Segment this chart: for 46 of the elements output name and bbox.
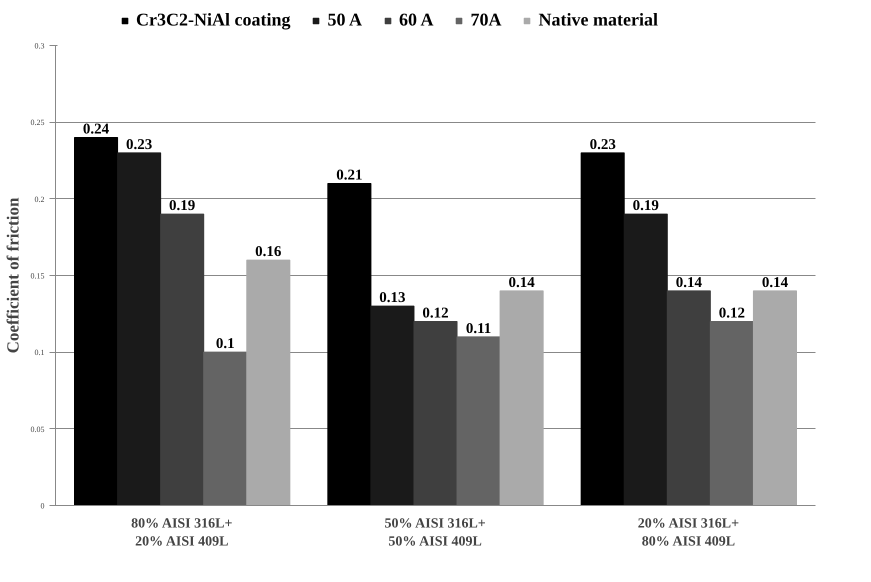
legend-label: 70A: [470, 10, 502, 30]
legend-label: 60 A: [399, 10, 434, 30]
x-tick-label: 20% AISI 316L+ 80% AISI 409L: [638, 516, 740, 550]
bar: [74, 137, 118, 506]
data-label: 0.11: [466, 320, 492, 337]
bar: [500, 290, 544, 506]
bar: [752, 290, 797, 506]
x-tick-label: 80% AISI 316L+ 20% AISI 409L: [131, 516, 232, 550]
y-axis-title: Coefficient of friction: [4, 197, 22, 354]
data-label: 0.23: [126, 136, 152, 153]
data-label: 0.13: [379, 290, 406, 306]
y-tick-label: 0.1: [34, 348, 44, 358]
data-label: 0.24: [82, 122, 110, 138]
data-label: 0.12: [718, 306, 746, 322]
legend-label: Cr3C2-NiAl coating: [136, 10, 290, 30]
data-label: 0.14: [676, 274, 702, 291]
bar: [203, 352, 248, 506]
bar: [580, 152, 625, 506]
bar: [160, 214, 204, 506]
data-label: 0.14: [508, 274, 536, 291]
bar: [710, 321, 754, 506]
data-label: 0.19: [169, 198, 196, 214]
legend-label: 50 A: [328, 10, 362, 30]
legend-label: Native material: [538, 10, 658, 30]
y-tick-label: 0.05: [30, 424, 44, 434]
bar: [246, 260, 290, 506]
y-tick-label: 0.25: [30, 118, 44, 128]
data-label: 0.16: [255, 244, 282, 260]
data-label: 0.21: [336, 168, 362, 184]
data-label: 0.23: [590, 136, 616, 153]
bar: [456, 336, 501, 506]
bar: [624, 214, 668, 506]
data-label: 0.12: [422, 306, 449, 322]
y-tick-label: 0: [40, 502, 44, 510]
bar: [370, 306, 414, 506]
y-tick-label: 0.3: [34, 42, 44, 50]
y-tick-label: 0.2: [34, 194, 44, 204]
bar: [413, 321, 458, 506]
bar: [327, 183, 372, 506]
data-label: 0.14: [762, 274, 789, 291]
bar: [666, 290, 711, 506]
y-tick-label: 0.15: [30, 272, 44, 280]
data-label: 0.1: [216, 336, 235, 352]
data-label: 0.19: [632, 198, 659, 214]
x-tick-label: 50% AISI 316L+ 50% AISI 409L: [384, 516, 486, 550]
bar: [117, 152, 162, 506]
